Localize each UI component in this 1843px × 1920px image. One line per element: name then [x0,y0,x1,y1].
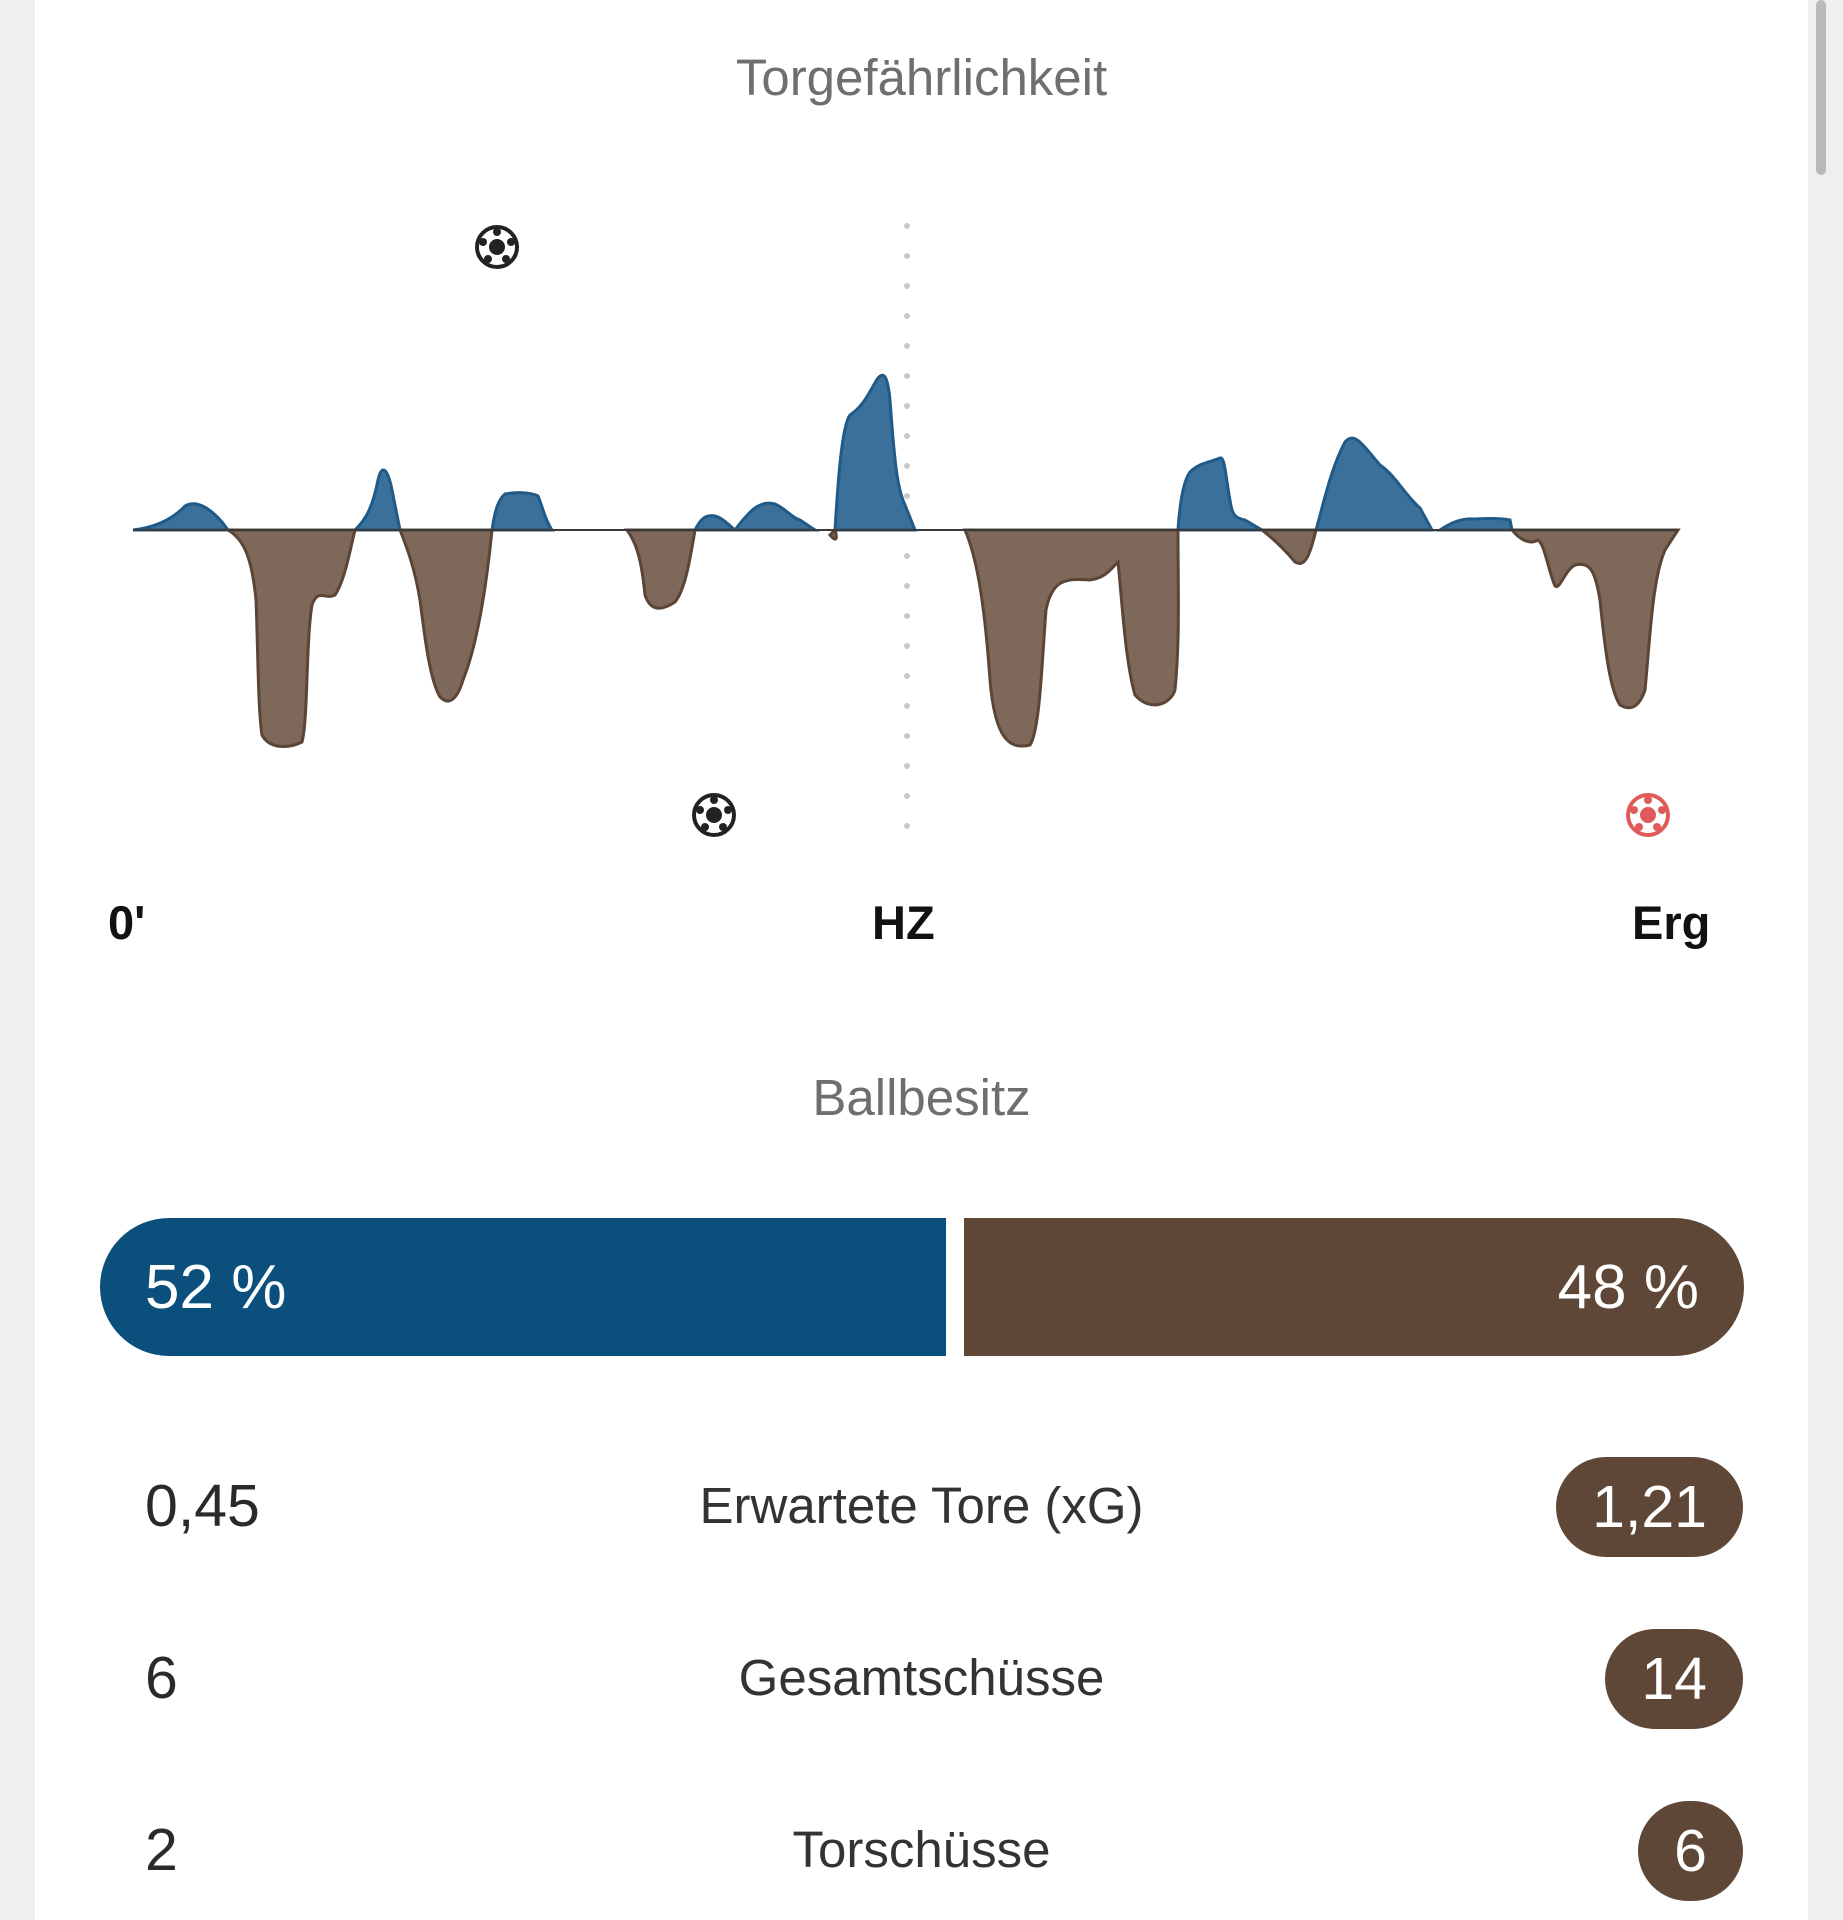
possession-home-value: 52 % [145,1252,287,1322]
timeline-halftime-label: HZ [872,896,935,949]
stat-home-value: 2 [145,1817,178,1883]
stat-row-shots-on-target: 2 Torschüsse 6 [0,1795,1843,1905]
scrollbar[interactable] [1816,0,1826,175]
possession-away-value: 48 % [1557,1252,1699,1322]
match-stats-card [35,0,1808,1920]
stat-home-value: 0,45 [145,1473,260,1539]
stat-away-badge: 6 [1638,1801,1743,1901]
momentum-title: Torgefährlichkeit [735,49,1108,106]
possession-away-bar: 48 % [964,1218,1744,1356]
home-momentum-area [132,373,1514,532]
stat-label: Torschüsse [792,1821,1051,1878]
stat-away-badge: 14 [1605,1629,1743,1729]
away-momentum-area [222,527,1681,748]
stat-away-badge: 1,21 [1556,1457,1743,1557]
stat-row-xg: 0,45 Erwartete Tore (xG) 1,21 [0,1451,1843,1561]
possession-title: Ballbesitz [812,1069,1031,1126]
momentum-chart [132,223,1681,843]
timeline-start-label: 0' [108,896,146,949]
possession-home-bar: 52 % [100,1218,946,1356]
timeline-end-label: Erg [1632,896,1711,949]
stat-label: Gesamtschüsse [738,1649,1105,1706]
away-goal-marker [692,793,736,837]
stat-home-value: 6 [145,1645,178,1711]
home-goal-marker [475,225,519,269]
stat-row-total-shots: 6 Gesamtschüsse 14 [0,1623,1843,1733]
own-goal-marker [1626,793,1670,837]
stat-label: Erwartete Tore (xG) [699,1477,1144,1534]
